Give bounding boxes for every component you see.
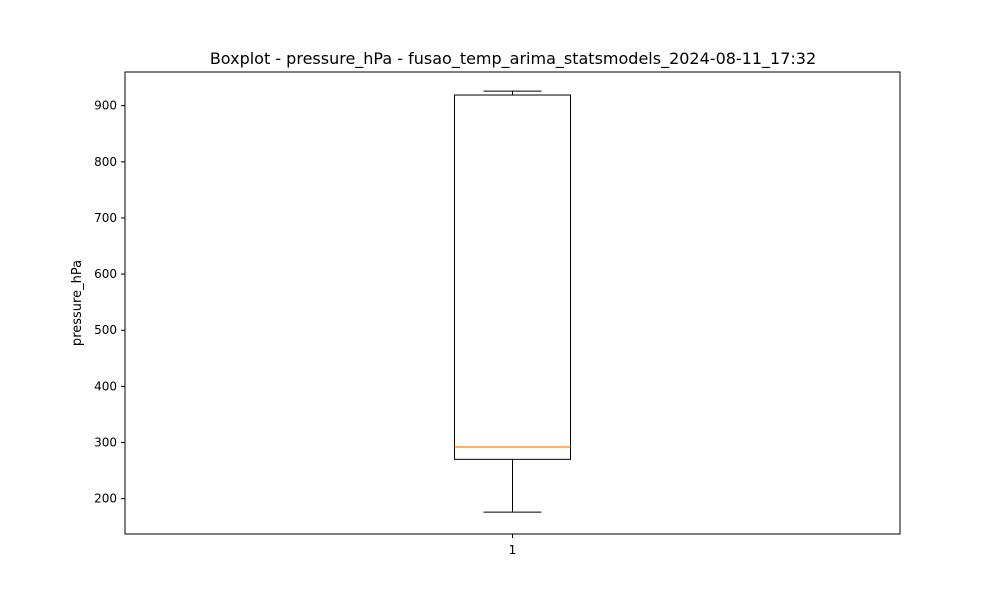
y-tick-label: 600 [94, 267, 117, 281]
y-tick-label: 900 [94, 99, 117, 113]
y-tick-label: 300 [94, 435, 117, 449]
y-tick-label: 800 [94, 155, 117, 169]
x-axis: 1 [509, 534, 517, 557]
box-group [454, 90, 571, 513]
x-tick-label: 1 [509, 543, 517, 557]
y-tick-label: 200 [94, 492, 117, 506]
iqr-box [454, 94, 571, 460]
y-axis-label: pressure_hPa [70, 260, 85, 346]
y-tick-label: 700 [94, 211, 117, 225]
chart-title: Boxplot - pressure_hPa - fusao_temp_arim… [210, 49, 816, 69]
y-tick-label: 500 [94, 323, 117, 337]
y-axis: 200 300 400 500 600 700 800 900 [94, 99, 125, 506]
y-tick-label: 400 [94, 379, 117, 393]
